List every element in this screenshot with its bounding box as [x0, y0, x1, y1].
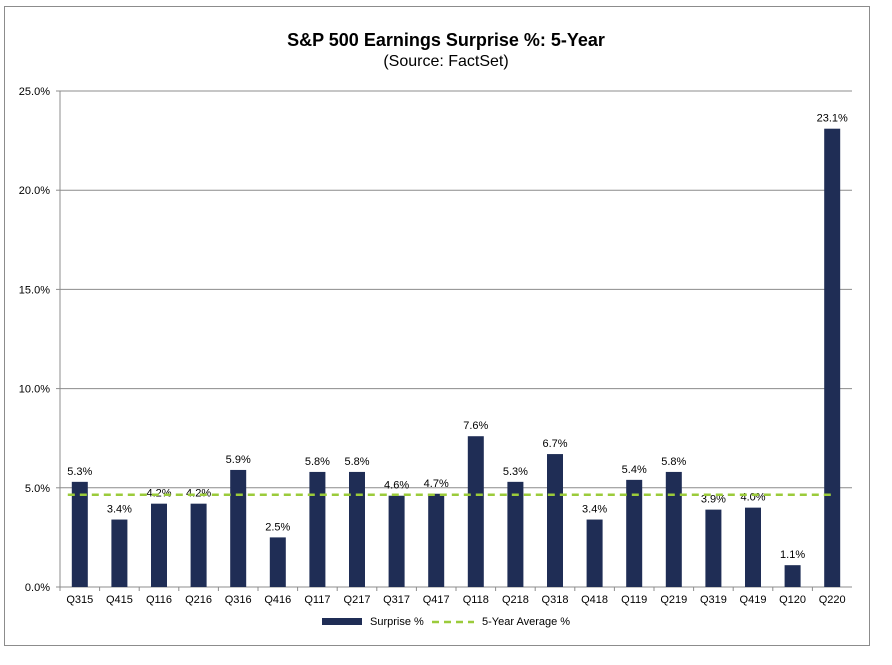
- data-label: 5.8%: [344, 456, 369, 468]
- x-tick-label: Q319: [700, 594, 727, 606]
- bar: [547, 454, 563, 587]
- data-label: 2.5%: [265, 521, 290, 533]
- x-tick-label: Q216: [185, 594, 212, 606]
- x-tick-label: Q415: [106, 594, 133, 606]
- data-label: 1.1%: [780, 549, 805, 561]
- data-label: 3.9%: [701, 494, 726, 506]
- bar: [784, 565, 801, 587]
- x-tick-label: Q419: [740, 594, 767, 606]
- bar: [705, 509, 722, 587]
- bar: [428, 493, 445, 587]
- bar: [745, 507, 761, 587]
- data-label: 7.6%: [463, 420, 488, 432]
- data-label: 23.1%: [817, 113, 848, 125]
- bar: [626, 479, 643, 587]
- x-tick-label: Q316: [225, 594, 252, 606]
- x-tick-label: Q116: [146, 594, 172, 606]
- data-label: 5.4%: [622, 464, 647, 476]
- chart-subtitle: (Source: FactSet): [383, 53, 509, 70]
- x-tick-label: Q218: [502, 594, 529, 606]
- bar: [309, 471, 326, 587]
- bar: [349, 471, 365, 587]
- y-tick-label: 0.0%: [25, 582, 50, 594]
- bar: [151, 503, 167, 587]
- bar: [269, 537, 286, 587]
- y-tick-label: 10.0%: [19, 384, 50, 396]
- data-label: 4.0%: [740, 492, 765, 504]
- bar: [586, 519, 603, 587]
- bar: [388, 495, 405, 587]
- y-tick-label: 20.0%: [19, 185, 50, 197]
- data-label: 4.7%: [424, 478, 449, 490]
- bar: [507, 481, 524, 587]
- x-tick-label: Q315: [66, 594, 93, 606]
- x-tick-label: Q217: [344, 594, 371, 606]
- data-label: 5.8%: [305, 456, 330, 468]
- x-tick-label: Q120: [779, 594, 806, 606]
- bar: [824, 128, 841, 588]
- data-label: 3.4%: [107, 504, 132, 516]
- data-label: 5.3%: [67, 466, 92, 478]
- data-label: 3.4%: [582, 504, 607, 516]
- data-label: 6.7%: [542, 438, 567, 450]
- x-tick-label: Q118: [463, 594, 489, 606]
- bar: [665, 471, 682, 587]
- legend-label-average: 5-Year Average %: [482, 616, 570, 628]
- legend-label-surprise: Surprise %: [370, 616, 424, 628]
- chart-title: S&P 500 Earnings Surprise %: 5-Year: [287, 30, 605, 50]
- x-tick-label: Q418: [581, 594, 608, 606]
- bar: [467, 436, 484, 587]
- bar: [190, 503, 207, 587]
- x-tick-label: Q117: [304, 594, 330, 606]
- data-label: 5.8%: [661, 456, 686, 468]
- y-tick-label: 15.0%: [19, 284, 50, 296]
- x-tick-label: Q219: [660, 594, 687, 606]
- x-tick-label: Q417: [423, 594, 450, 606]
- bar: [111, 519, 128, 587]
- x-tick-label: Q318: [542, 594, 569, 606]
- x-tick-label: Q220: [819, 594, 846, 606]
- bar: [71, 481, 88, 587]
- legend-swatch-surprise: [322, 618, 362, 625]
- bar: [230, 469, 247, 587]
- y-tick-label: 25.0%: [19, 86, 50, 98]
- data-label: 4.2%: [186, 488, 211, 500]
- data-label: 5.9%: [226, 454, 251, 466]
- data-label: 4.6%: [384, 480, 409, 492]
- x-tick-label: Q317: [383, 594, 410, 606]
- x-tick-label: Q416: [264, 594, 291, 606]
- y-tick-label: 5.0%: [25, 483, 50, 495]
- data-label: 4.2%: [146, 488, 171, 500]
- data-label: 5.3%: [503, 466, 528, 478]
- x-tick-label: Q119: [621, 594, 647, 606]
